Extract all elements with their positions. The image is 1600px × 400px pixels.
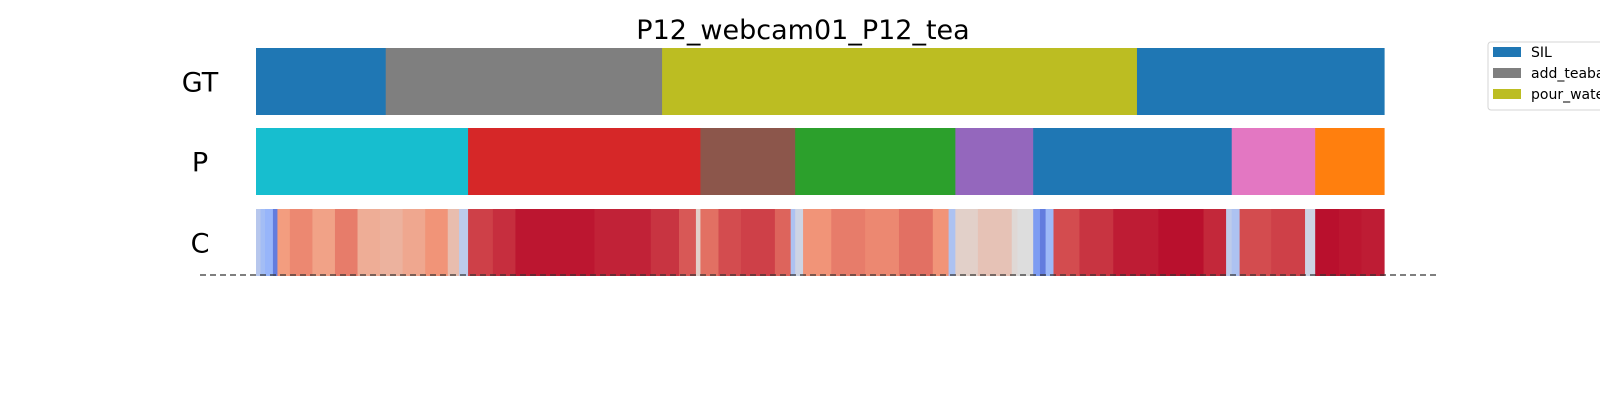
- confidence-cell: [831, 209, 866, 276]
- confidence-cell: [1315, 209, 1340, 276]
- confidence-cell: [695, 209, 702, 276]
- row-c: C: [191, 209, 1385, 276]
- confidence-cell: [334, 209, 359, 276]
- segment: [1136, 48, 1385, 115]
- confidence-cell: [932, 209, 950, 276]
- segment: [795, 128, 956, 195]
- confidence-cell: [865, 209, 900, 276]
- chart-title: P12_webcam01_P12_tea: [636, 15, 969, 46]
- confidence-cell: [1011, 209, 1018, 276]
- confidence-cell: [774, 209, 792, 276]
- confidence-cell: [1158, 209, 1205, 276]
- confidence-cell: [741, 209, 776, 276]
- confidence-cell: [977, 209, 1013, 276]
- confidence-cell: [1039, 209, 1047, 276]
- confidence-cell: [357, 209, 381, 276]
- confidence-cell: [265, 209, 274, 276]
- confidence-cell: [795, 209, 804, 276]
- confidence-cell: [1079, 209, 1114, 276]
- confidence-cell: [459, 209, 469, 276]
- confidence-cell: [468, 209, 494, 276]
- segment: [256, 128, 469, 195]
- confidence-cell: [492, 209, 517, 276]
- segment: [955, 128, 1034, 195]
- confidence-cell: [594, 209, 652, 276]
- segment: [1315, 128, 1385, 195]
- confidence-cell: [1033, 209, 1041, 276]
- confidence-cell: [1271, 209, 1306, 276]
- confidence-cell: [1045, 209, 1055, 276]
- confidence-cell: [790, 209, 796, 276]
- confidence-cell: [1113, 209, 1159, 276]
- confidence-cell: [312, 209, 336, 276]
- confidence-cell: [898, 209, 934, 276]
- row-label: GT: [182, 68, 219, 99]
- confidence-cell: [256, 209, 262, 276]
- confidence-cell: [1361, 209, 1385, 276]
- confidence-cell: [650, 209, 680, 276]
- confidence-cell: [1338, 209, 1363, 276]
- confidence-cell: [1305, 209, 1316, 276]
- confidence-cell: [425, 209, 449, 276]
- confidence-cell: [948, 209, 956, 276]
- confidence-cell: [679, 209, 697, 276]
- confidence-cell: [277, 209, 291, 276]
- segment: [662, 48, 1138, 115]
- legend-label: pour_water: [1531, 87, 1600, 103]
- confidence-cell: [1231, 209, 1241, 276]
- confidence-cell: [1017, 209, 1034, 276]
- confidence-cell: [700, 209, 720, 276]
- confidence-cell: [1226, 209, 1233, 276]
- row-p: P: [192, 128, 1385, 195]
- segment: [1231, 128, 1316, 195]
- confidence-cell: [1053, 209, 1081, 276]
- segment: [700, 128, 796, 195]
- segment: [385, 48, 663, 115]
- legend-swatch: [1493, 89, 1521, 99]
- confidence-cell: [402, 209, 426, 276]
- timeline-rows: GT P C: [182, 48, 1385, 276]
- legend-swatch: [1493, 68, 1521, 78]
- confidence-cell: [955, 209, 979, 276]
- confidence-cell: [515, 209, 595, 276]
- confidence-cell: [1239, 209, 1272, 276]
- confidence-cell: [260, 209, 266, 276]
- legend-label: SIL: [1531, 45, 1552, 61]
- row-gt: GT: [182, 48, 1385, 115]
- legend: SIL add_teabag pour_water: [1487, 41, 1600, 111]
- legend-swatch: [1493, 47, 1521, 57]
- confidence-cell: [447, 209, 460, 276]
- confidence-cell: [718, 209, 742, 276]
- confidence-cell: [380, 209, 404, 276]
- row-label: P: [192, 148, 208, 179]
- confidence-cell: [272, 209, 279, 276]
- segment: [256, 48, 387, 115]
- segment: [1033, 128, 1233, 195]
- row-label: C: [191, 229, 210, 260]
- segment: [468, 128, 702, 195]
- confidence-cell: [1203, 209, 1227, 276]
- confidence-cell: [289, 209, 313, 276]
- legend-label: add_teabag: [1531, 66, 1600, 82]
- confidence-cell: [803, 209, 832, 276]
